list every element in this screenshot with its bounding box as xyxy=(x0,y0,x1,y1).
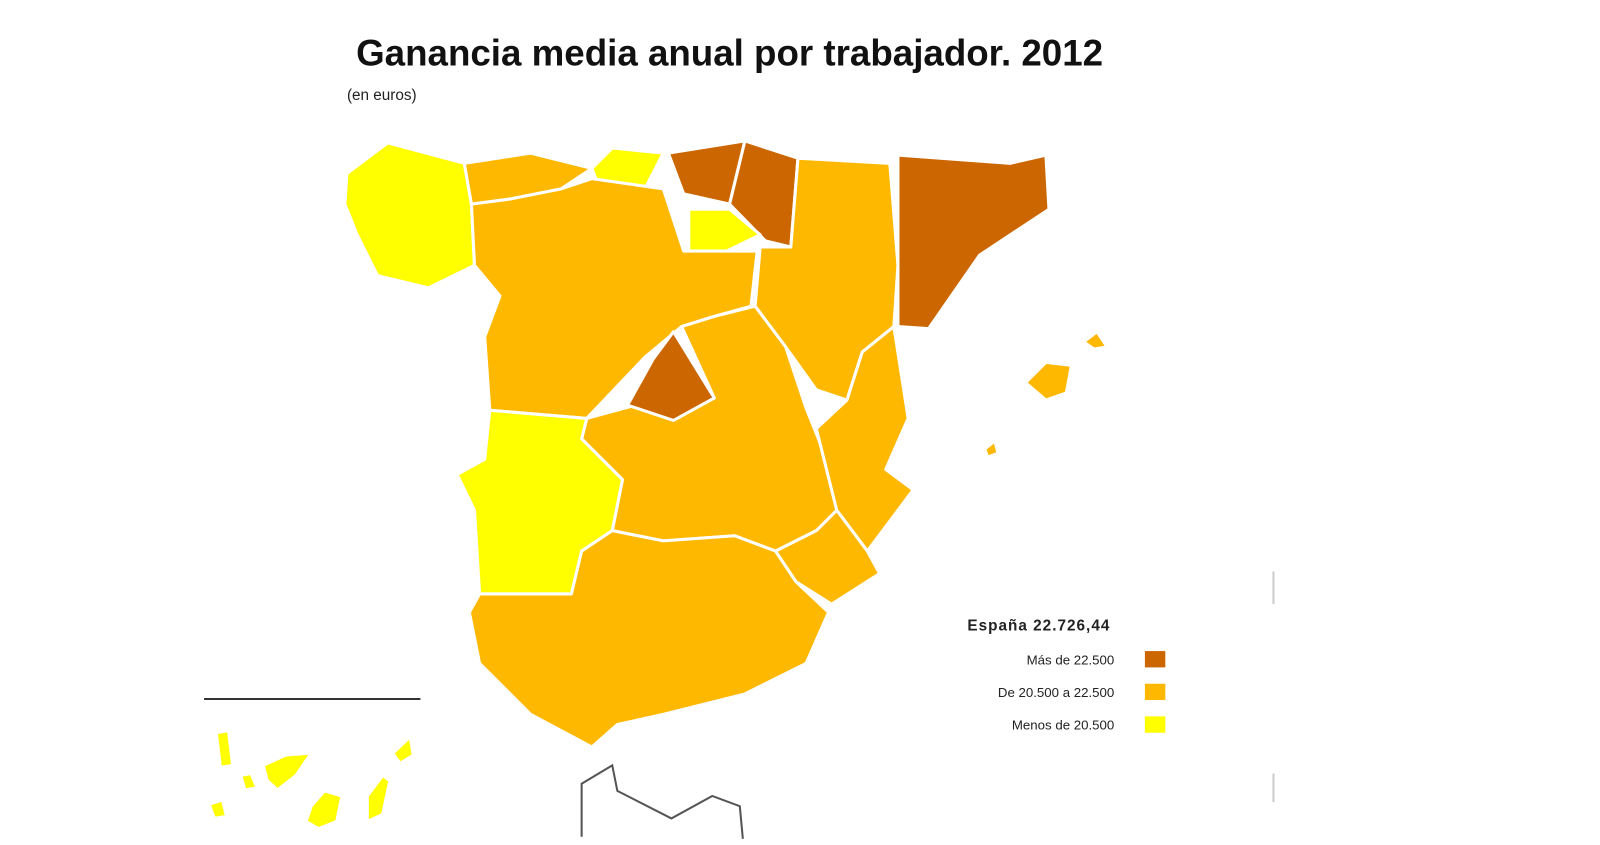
region xyxy=(214,729,235,769)
region xyxy=(814,325,915,553)
region xyxy=(983,439,1000,459)
region xyxy=(239,771,259,792)
region xyxy=(687,207,762,253)
regions xyxy=(207,139,1109,831)
legend: España 22.726,44 Más de 22.500 De 20.500 … xyxy=(967,618,1166,733)
region xyxy=(391,735,415,765)
region xyxy=(261,751,313,792)
region xyxy=(304,789,344,831)
legend-swatch xyxy=(1144,716,1166,733)
legend-swatch xyxy=(1144,683,1166,701)
region xyxy=(365,774,392,824)
frame-outline xyxy=(580,763,744,839)
legend-swatch xyxy=(1144,651,1166,668)
region xyxy=(1023,360,1073,402)
legend-label: Más de 22.500 xyxy=(1027,652,1115,667)
region xyxy=(343,141,477,290)
map-title: Ganancia media anual por trabajador. 201… xyxy=(356,32,1103,73)
legend-label: De 20.500 a 22.500 xyxy=(998,685,1114,700)
region xyxy=(896,153,1051,331)
region xyxy=(626,330,716,422)
legend-title: España 22.726,44 xyxy=(967,618,1110,635)
legend-label: Menos de 20.500 xyxy=(1012,718,1114,733)
region xyxy=(467,529,831,749)
region xyxy=(207,798,229,820)
region xyxy=(1082,330,1109,351)
map-subtitle: (en euros) xyxy=(347,87,417,104)
region xyxy=(728,139,800,249)
